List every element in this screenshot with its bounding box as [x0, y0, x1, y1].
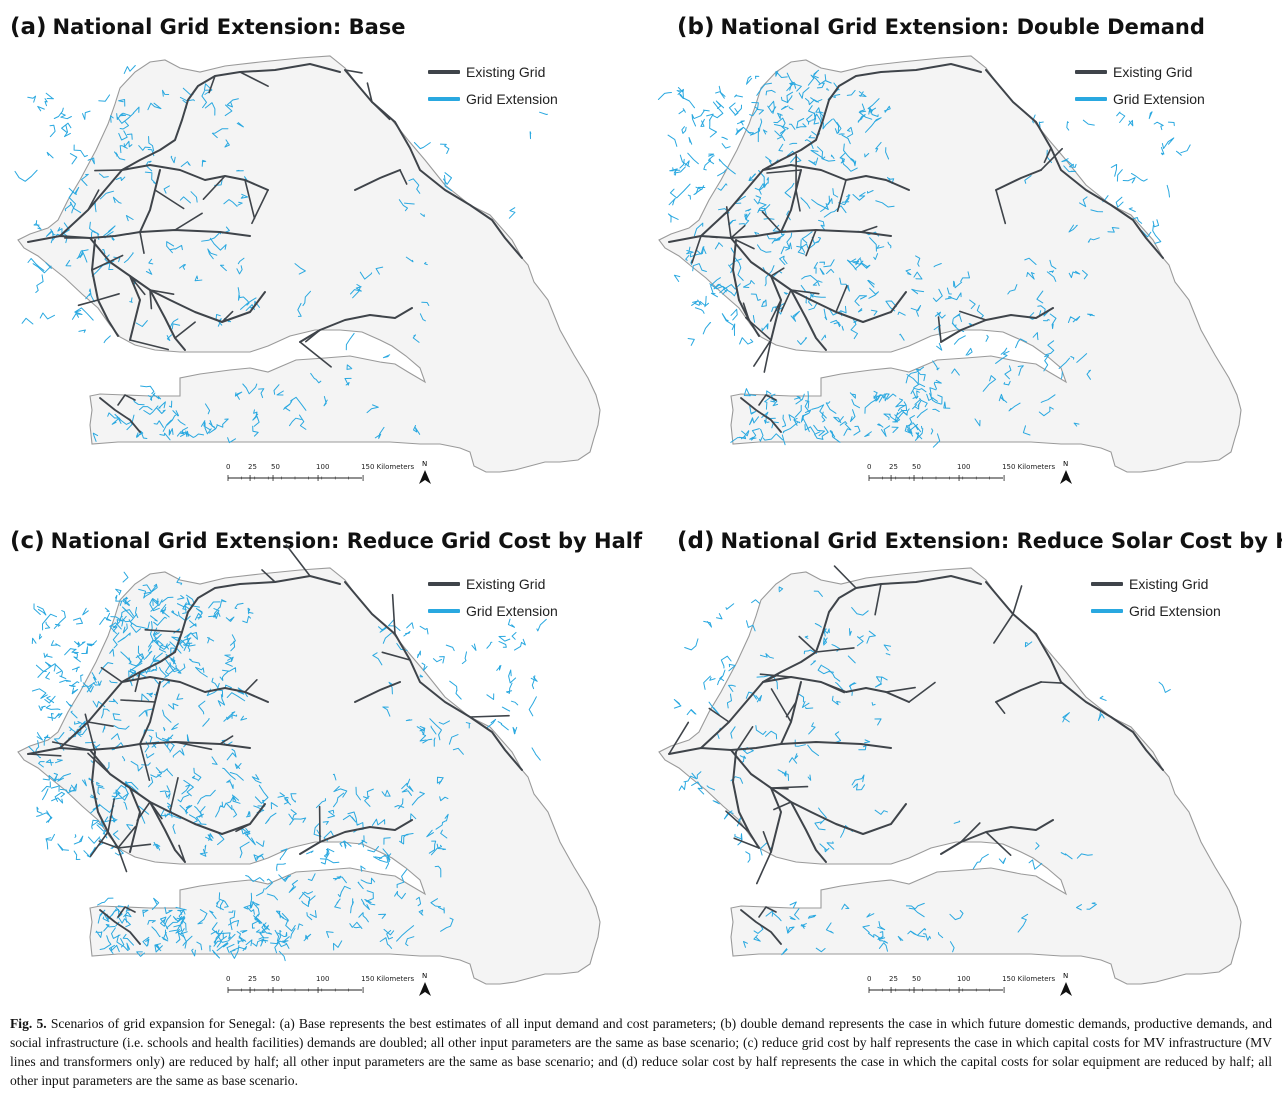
senegal-map: 0 25 50 100 150 Kilometers N — [17, 544, 601, 996]
scale-tick-label: 25 — [889, 975, 898, 983]
scale-tick-label: 0 — [226, 975, 230, 983]
panel-title: (a) National Grid Extension: Base — [10, 14, 406, 40]
scale-tick-label: 100 — [957, 463, 970, 471]
legend-existing-label: Existing Grid — [1113, 63, 1193, 80]
scale-tick-label: 100 — [957, 975, 970, 983]
scale-tick-label: 50 — [271, 975, 280, 983]
legend-extension-label: Grid Extension — [466, 90, 558, 107]
legend-extension-label: Grid Extension — [466, 602, 558, 619]
scale-tick-label: 0 — [867, 975, 871, 983]
caption-text: Scenarios of grid expansion for Senegal:… — [10, 1016, 1272, 1088]
existing-grid-lines — [27, 63, 523, 433]
grid-extension-swatch — [1075, 96, 1107, 101]
map-legend: Existing Grid Grid Extension — [1091, 570, 1221, 624]
legend-extension-label: Grid Extension — [1129, 602, 1221, 619]
figure-caption: Fig. 5. Scenarios of grid expansion for … — [10, 1014, 1272, 1090]
north-arrow-icon: N — [1060, 972, 1072, 996]
country-outline — [658, 55, 1242, 473]
scale-tick-label: 100 — [316, 463, 329, 471]
panel-title: (b) National Grid Extension: Double Deman… — [677, 14, 1205, 40]
country-outline — [17, 567, 601, 985]
svg-text:N: N — [1063, 972, 1068, 980]
existing-grid-lines — [668, 63, 1164, 433]
existing-grid-lines — [668, 565, 1164, 945]
panel-title: (c) National Grid Extension: Reduce Grid … — [10, 528, 643, 554]
map-legend: Existing Grid Grid Extension — [428, 570, 558, 624]
scale-tick-label: 100 — [316, 975, 329, 983]
scale-bar: 0 25 50 100 150 Kilometers — [226, 463, 414, 481]
scale-tick-label: 150 Kilometers — [361, 975, 414, 983]
north-arrow-icon: N — [1060, 460, 1072, 484]
scale-bar: 0 25 50 100 150 Kilometers — [226, 975, 414, 993]
scale-bar: 0 25 50 100 150 Kilometers — [867, 463, 1055, 481]
legend-existing-label: Existing Grid — [466, 575, 546, 592]
scale-tick-label: 0 — [867, 463, 871, 471]
scale-tick-label: 0 — [226, 463, 230, 471]
grid-extension-swatch — [1091, 608, 1123, 613]
scale-tick-label: 50 — [912, 463, 921, 471]
map-legend: Existing Grid Grid Extension — [1075, 58, 1205, 112]
map-panel-b: (b) National Grid Extension: Double Deman… — [641, 0, 1282, 512]
existing-grid-swatch — [1075, 69, 1107, 74]
scale-tick-label: 150 Kilometers — [1002, 975, 1055, 983]
legend-extension-label: Grid Extension — [1113, 90, 1205, 107]
scale-bar: 0 25 50 100 150 Kilometers — [867, 975, 1055, 993]
legend-existing-label: Existing Grid — [1129, 575, 1209, 592]
existing-grid-swatch — [428, 581, 460, 586]
country-outline — [658, 567, 1242, 985]
svg-text:N: N — [422, 972, 427, 980]
north-arrow-icon: N — [419, 460, 431, 484]
senegal-map: 0 25 50 100 150 Kilometers N — [657, 55, 1242, 484]
map-panel-c: (c) National Grid Extension: Reduce Grid … — [0, 512, 643, 1024]
scale-tick-label: 25 — [248, 975, 257, 983]
svg-text:N: N — [1063, 460, 1068, 468]
map-legend: Existing Grid Grid Extension — [428, 58, 558, 112]
existing-grid-swatch — [1091, 581, 1123, 586]
scale-tick-label: 150 Kilometers — [1002, 463, 1055, 471]
north-arrow-icon: N — [419, 972, 431, 996]
senegal-map: 0 25 50 100 150 Kilometers N — [658, 565, 1242, 996]
legend-existing-label: Existing Grid — [466, 63, 546, 80]
svg-text:N: N — [422, 460, 427, 468]
map-panel-a: (a) National Grid Extension: Base 0 25 50 10… — [0, 0, 641, 512]
existing-grid-swatch — [428, 69, 460, 74]
scale-tick-label: 25 — [248, 463, 257, 471]
figure-number: Fig. 5. — [10, 1016, 47, 1031]
scale-tick-label: 50 — [912, 975, 921, 983]
map-panel-d: (d) National Grid Extension: Reduce Solar… — [641, 512, 1282, 1024]
scale-tick-label: 25 — [889, 463, 898, 471]
scale-tick-label: 50 — [271, 463, 280, 471]
existing-grid-lines — [27, 544, 523, 945]
panel-title: (d) National Grid Extension: Reduce Solar… — [677, 528, 1282, 554]
grid-extension-lines — [657, 69, 1191, 448]
senegal-map: 0 25 50 100 150 Kilometers N — [14, 55, 601, 484]
scale-tick-label: 150 Kilometers — [361, 463, 414, 471]
grid-extension-swatch — [428, 608, 460, 613]
grid-extension-swatch — [428, 96, 460, 101]
